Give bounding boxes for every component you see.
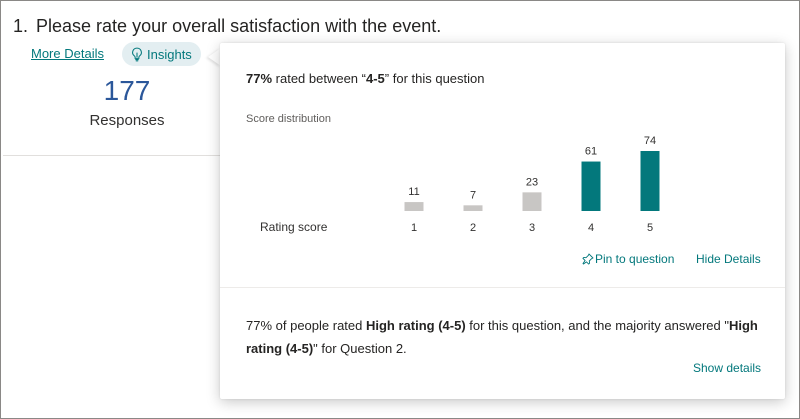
insight-headline: 77% rated between “4-5” for this questio… bbox=[246, 71, 485, 86]
headline-text: rated between “ bbox=[272, 71, 366, 86]
insights-button[interactable]: Insights bbox=[122, 42, 201, 66]
pin-label: Pin to question bbox=[595, 252, 675, 266]
question-number: 1. bbox=[13, 16, 29, 36]
responses-label: Responses bbox=[89, 112, 165, 129]
bar-4 bbox=[581, 161, 601, 211]
show-details-link[interactable]: Show details bbox=[693, 361, 762, 375]
more-details-link[interactable]: More Details bbox=[31, 46, 104, 61]
popup-arrow bbox=[208, 48, 221, 66]
x-tick-label: 5 bbox=[647, 222, 653, 234]
hide-details-link[interactable]: Hide Details bbox=[696, 252, 761, 266]
insight-summary: 77% of people rated High rating (4-5) fo… bbox=[246, 314, 766, 360]
divider bbox=[3, 155, 223, 156]
headline-percent: 77% bbox=[246, 71, 273, 86]
bar-value-label: 7 bbox=[470, 189, 476, 201]
bar-1 bbox=[404, 202, 424, 211]
bar-2 bbox=[463, 205, 483, 211]
lightbulb-icon bbox=[132, 47, 142, 61]
bar-3 bbox=[522, 192, 542, 211]
summary-bold-1: High rating (4-5) bbox=[365, 318, 466, 333]
summary-text-3: " for Question 2. bbox=[313, 341, 407, 356]
question-text: Please rate your overall satisfaction wi… bbox=[36, 16, 442, 36]
x-tick-label: 2 bbox=[470, 222, 476, 234]
headline-end: ” for this question bbox=[384, 71, 485, 86]
x-tick-label: 3 bbox=[529, 222, 535, 234]
score-distribution-label: Score distribution bbox=[246, 113, 331, 125]
x-tick-label: 1 bbox=[411, 222, 417, 234]
rating-score-label: Rating score bbox=[260, 220, 328, 234]
question-title: 1. Please rate your overall satisfaction … bbox=[13, 16, 441, 37]
popup-divider bbox=[220, 287, 785, 288]
summary-bold-2: High rating (4-5) bbox=[246, 318, 758, 356]
bar-value-label: 11 bbox=[408, 186, 419, 198]
summary-text-1: 77% of people rated bbox=[246, 318, 366, 333]
bar-value-label: 74 bbox=[644, 135, 656, 147]
headline-range: 4-5 bbox=[365, 71, 385, 86]
pin-to-question-link[interactable]: Pin to question bbox=[582, 252, 674, 266]
responses-count: 177 bbox=[103, 75, 151, 106]
insights-popup: 77% rated between “4-5” for this questio… bbox=[220, 43, 785, 399]
bar-5 bbox=[640, 151, 660, 211]
bar-value-label: 23 bbox=[526, 176, 538, 188]
insights-label: Insights bbox=[147, 46, 192, 62]
bar-value-label: 61 bbox=[585, 146, 597, 158]
summary-text-2: for this question, and the majority answ… bbox=[465, 318, 729, 333]
x-tick-label: 4 bbox=[588, 222, 594, 234]
pin-icon bbox=[582, 253, 594, 265]
